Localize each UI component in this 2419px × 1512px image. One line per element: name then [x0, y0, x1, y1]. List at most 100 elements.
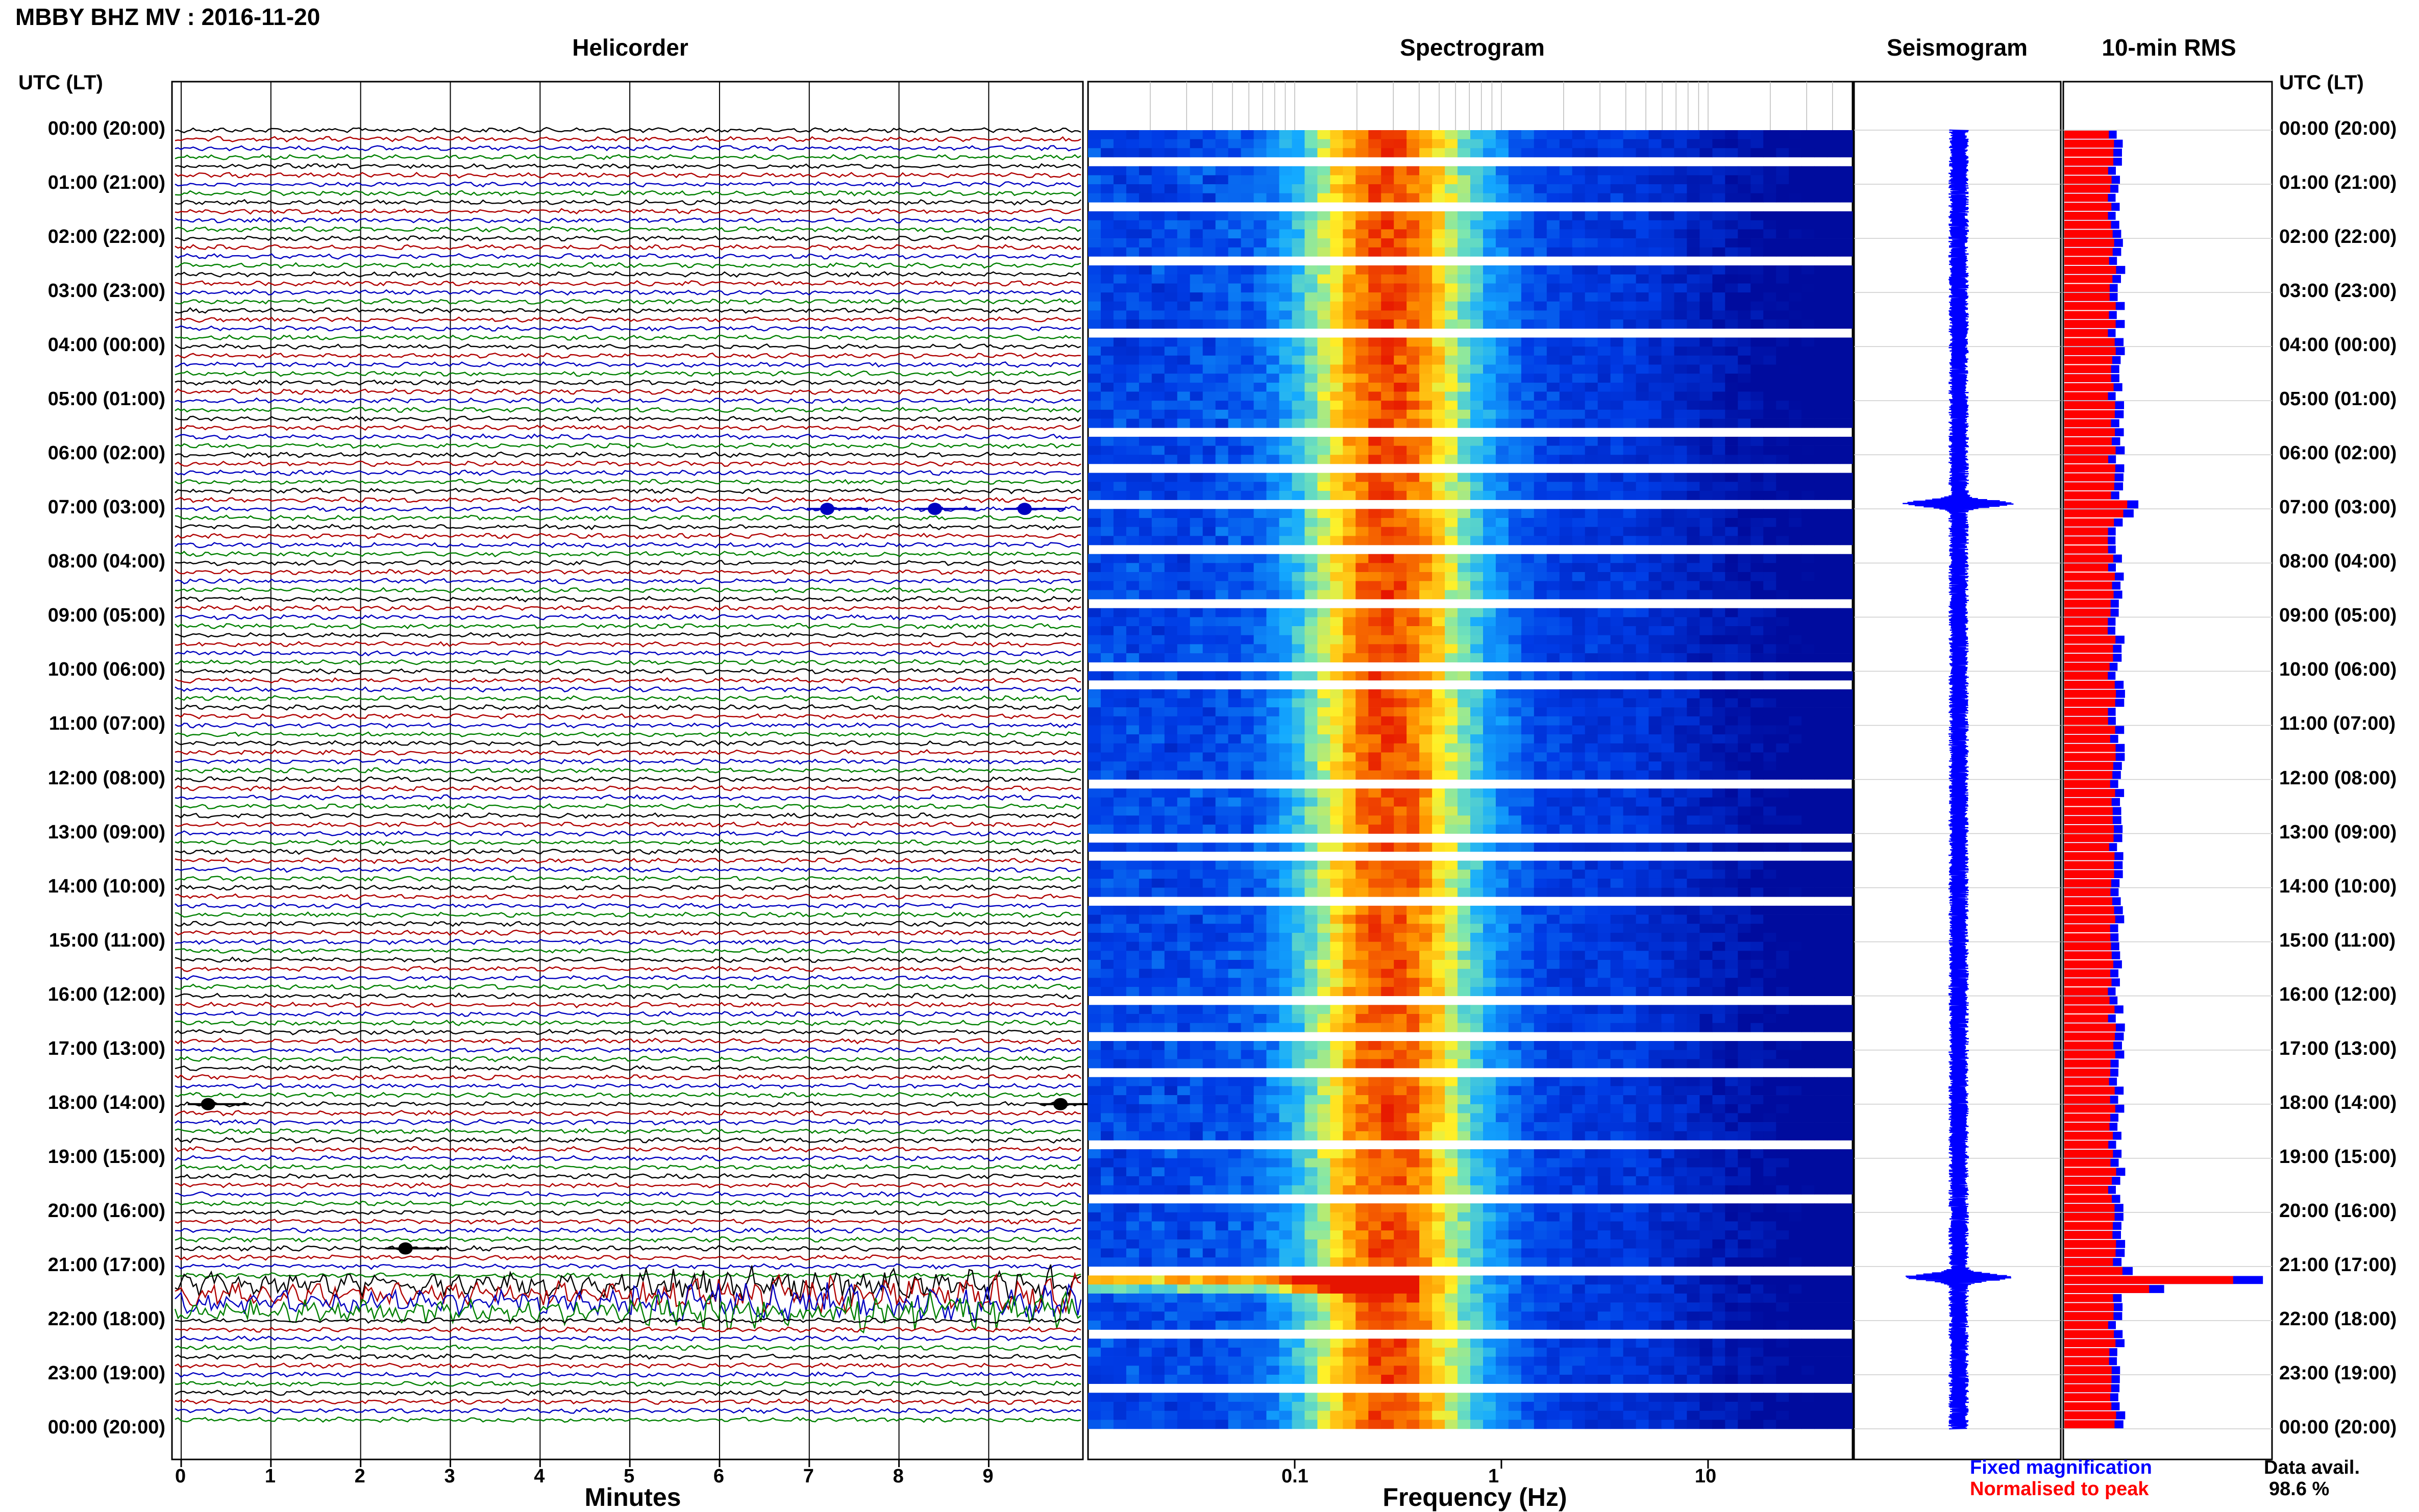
- spectrogram-cell: [1458, 653, 1471, 663]
- spectrogram-cell: [1763, 355, 1776, 365]
- spectrogram-cell: [1508, 797, 1522, 807]
- spectrogram-cell: [1406, 355, 1420, 365]
- spectrogram-cell: [1126, 374, 1140, 383]
- spectrogram-cell: [1241, 860, 1254, 870]
- spectrogram-cell: [1585, 274, 1598, 284]
- spectrogram-cell: [1534, 806, 1547, 816]
- spectrogram-cell: [1406, 346, 1420, 356]
- spectrogram-cell: [1406, 166, 1420, 176]
- spectrogram-cell: [1190, 455, 1203, 464]
- spectrogram-cell: [1585, 734, 1598, 744]
- spectrogram-cell: [1432, 283, 1445, 293]
- spectrogram-cell: [1381, 806, 1394, 816]
- spectrogram-cell: [1368, 292, 1381, 302]
- spectrogram-cell: [1266, 337, 1279, 347]
- spectrogram-cell: [1343, 220, 1356, 230]
- spectrogram-cell: [1190, 563, 1203, 573]
- spectrogram-cell: [1661, 265, 1674, 275]
- spectrogram-cell: [1789, 689, 1802, 699]
- spectrogram-cell: [1113, 941, 1127, 951]
- spectrogram-cell: [1763, 166, 1776, 176]
- spectrogram-cell: [1432, 752, 1445, 762]
- spectrogram-cell: [1368, 247, 1381, 257]
- spectrogram-cell: [1610, 887, 1624, 897]
- spectrogram-cell: [1279, 175, 1292, 185]
- spectrogram-cell: [1470, 707, 1484, 717]
- spectrogram-cell: [1292, 409, 1305, 419]
- spectrogram-cell: [1470, 337, 1484, 347]
- spectrogram-cell: [1458, 689, 1471, 699]
- spectrogram-cell: [1177, 770, 1191, 780]
- spectrogram-cell: [1585, 536, 1598, 546]
- spectrogram-cell: [1279, 806, 1292, 816]
- spectrogram-cell: [1126, 653, 1140, 663]
- spectrogram-cell: [1763, 743, 1776, 753]
- spectrogram-cell: [1483, 436, 1496, 446]
- spectrogram-cell: [1088, 184, 1101, 193]
- spectrogram-cell: [1801, 788, 1815, 798]
- spectrogram-cell: [1470, 770, 1484, 780]
- spectrogram-cell: [1789, 743, 1802, 753]
- spectrogram-cell: [1534, 770, 1547, 780]
- spectrogram-cell: [1126, 824, 1140, 834]
- spectrogram-cell: [1317, 905, 1330, 915]
- spectrogram-cell: [1508, 815, 1522, 825]
- spectrogram-cell: [1394, 166, 1407, 176]
- spectrogram-cell: [1712, 238, 1725, 248]
- spectrogram-cell: [1406, 193, 1420, 203]
- spectrogram-cell: [1827, 418, 1840, 428]
- spectrogram-cell: [1292, 554, 1305, 563]
- spectrogram-cell: [1292, 815, 1305, 825]
- spectrogram-cell: [1177, 401, 1191, 410]
- spectrogram-cell: [1164, 815, 1178, 825]
- spectrogram-cell: [1241, 689, 1254, 699]
- spectrogram-cell: [1317, 716, 1330, 726]
- spectrogram-cell: [1177, 878, 1191, 888]
- spectrogram-cell: [1534, 319, 1547, 329]
- spectrogram-cell: [1241, 247, 1254, 257]
- spectrogram-cell: [1317, 824, 1330, 834]
- spectrogram-cell: [1190, 355, 1203, 365]
- spectrogram-cell: [1572, 166, 1586, 176]
- spectrogram-cell: [1546, 933, 1560, 942]
- spectrogram-cell: [1712, 509, 1725, 518]
- spectrogram-cell: [1419, 509, 1433, 518]
- helicorder-trace: [175, 235, 1081, 242]
- spectrogram-cell: [1636, 860, 1649, 870]
- spectrogram-cell: [1827, 590, 1840, 600]
- spectrogram-cell: [1355, 969, 1369, 978]
- spectrogram-cell: [1661, 969, 1674, 978]
- spectrogram-cell: [1445, 914, 1458, 924]
- spectrogram-cell: [1534, 166, 1547, 176]
- helicorder-trace: [175, 1362, 1081, 1369]
- spectrogram-cell: [1585, 626, 1598, 635]
- spectrogram-cell: [1636, 527, 1649, 536]
- spectrogram-cell: [1483, 482, 1496, 491]
- spectrogram-cell: [1190, 770, 1203, 780]
- spectrogram-cell: [1279, 770, 1292, 780]
- spectrogram-cell: [1266, 247, 1279, 257]
- spectrogram-cell: [1610, 337, 1624, 347]
- spectrogram-cell: [1458, 473, 1471, 482]
- spectrogram-cell: [1534, 554, 1547, 563]
- spectrogram-cell: [1814, 166, 1828, 176]
- spectrogram-cell: [1827, 337, 1840, 347]
- spectrogram-cell: [1648, 870, 1662, 879]
- spectrogram-cell: [1292, 752, 1305, 762]
- spectrogram-cell: [1126, 860, 1140, 870]
- spectrogram-cell: [1228, 265, 1242, 275]
- spectrogram-cell: [1113, 644, 1127, 654]
- spectrogram-cell: [1304, 960, 1318, 969]
- spectrogram-cell: [1432, 698, 1445, 708]
- spectrogram-cell: [1101, 608, 1114, 617]
- spectrogram-cell: [1534, 824, 1547, 834]
- spectrogram-cell: [1521, 635, 1535, 645]
- spectrogram-cell: [1750, 518, 1764, 527]
- spectrogram-cell: [1687, 933, 1700, 942]
- spectrogram-cell: [1712, 265, 1725, 275]
- spectrogram-cell: [1202, 374, 1216, 383]
- spectrogram-cell: [1113, 518, 1127, 527]
- spectrogram-cell: [1674, 148, 1687, 158]
- spectrogram-cell: [1661, 211, 1674, 221]
- spectrogram-cell: [1381, 960, 1394, 969]
